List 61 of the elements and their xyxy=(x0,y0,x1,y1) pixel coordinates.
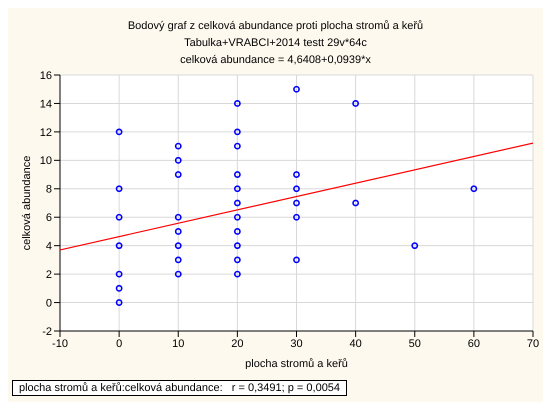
x-tick-label: 20 xyxy=(231,338,244,350)
x-tick-label: -10 xyxy=(52,338,68,350)
point xyxy=(234,270,241,278)
point xyxy=(234,185,241,192)
point xyxy=(174,242,182,250)
y-tick-label: 16 xyxy=(40,70,52,82)
point xyxy=(116,299,123,306)
point xyxy=(234,171,241,178)
point xyxy=(293,171,300,178)
point xyxy=(470,185,478,192)
point xyxy=(234,142,241,150)
point xyxy=(293,214,300,221)
x-tick-label: 0 xyxy=(116,338,122,350)
point xyxy=(293,200,300,206)
point xyxy=(352,200,360,206)
point xyxy=(116,270,123,278)
point xyxy=(116,128,123,136)
point xyxy=(411,242,418,250)
point xyxy=(174,156,182,164)
y-tick-label: 12 xyxy=(40,126,52,139)
y-tick-label: 4 xyxy=(46,240,52,253)
y-tick-label: -2 xyxy=(42,326,52,338)
chart-title: Bodový graf z celková abundance proti plocha stromů a keřů xyxy=(126,19,424,34)
point xyxy=(293,86,300,93)
point xyxy=(234,100,241,107)
x-tick-label: 40 xyxy=(350,338,362,350)
text: celková abundance = 4,6408+0,0939*x xyxy=(179,53,372,68)
x-axis-title: plocha stromů a keřů xyxy=(245,358,348,370)
y-tick-label: 14 xyxy=(40,98,52,110)
point xyxy=(293,185,300,192)
y-tick-label: 6 xyxy=(46,212,52,224)
y-tick-label: 2 xyxy=(46,269,52,282)
point xyxy=(116,185,123,192)
point xyxy=(174,270,182,278)
text: plocha stromů a keřů:celková abundance: r = 0,3491; p = 0,0054 xyxy=(12,380,348,396)
chart-subtitle: Tabulka+VRABCI+2014 testt 29v*64c xyxy=(183,36,368,51)
point xyxy=(352,100,360,107)
point xyxy=(174,142,182,150)
point xyxy=(174,228,182,235)
point xyxy=(234,200,241,206)
point xyxy=(174,214,182,221)
point xyxy=(234,228,241,235)
point xyxy=(174,171,182,178)
x-tick-label: 60 xyxy=(468,338,480,350)
point xyxy=(116,284,123,292)
point xyxy=(234,242,241,250)
x-tick-label: 70 xyxy=(526,338,540,350)
y-tick-label: 8 xyxy=(46,184,52,196)
point xyxy=(116,214,123,221)
point xyxy=(234,128,241,136)
x-tick-label: 50 xyxy=(408,338,421,350)
point xyxy=(116,242,123,250)
y-tick-label: 0 xyxy=(46,297,52,310)
y-tick-label: 10 xyxy=(40,155,52,168)
point xyxy=(174,256,182,264)
x-tick-label: 10 xyxy=(172,338,184,350)
point xyxy=(234,256,241,264)
point xyxy=(293,256,300,264)
point xyxy=(234,214,241,221)
y-axis-title: celková abundance xyxy=(20,156,33,250)
x-tick-label: 30 xyxy=(290,338,303,350)
